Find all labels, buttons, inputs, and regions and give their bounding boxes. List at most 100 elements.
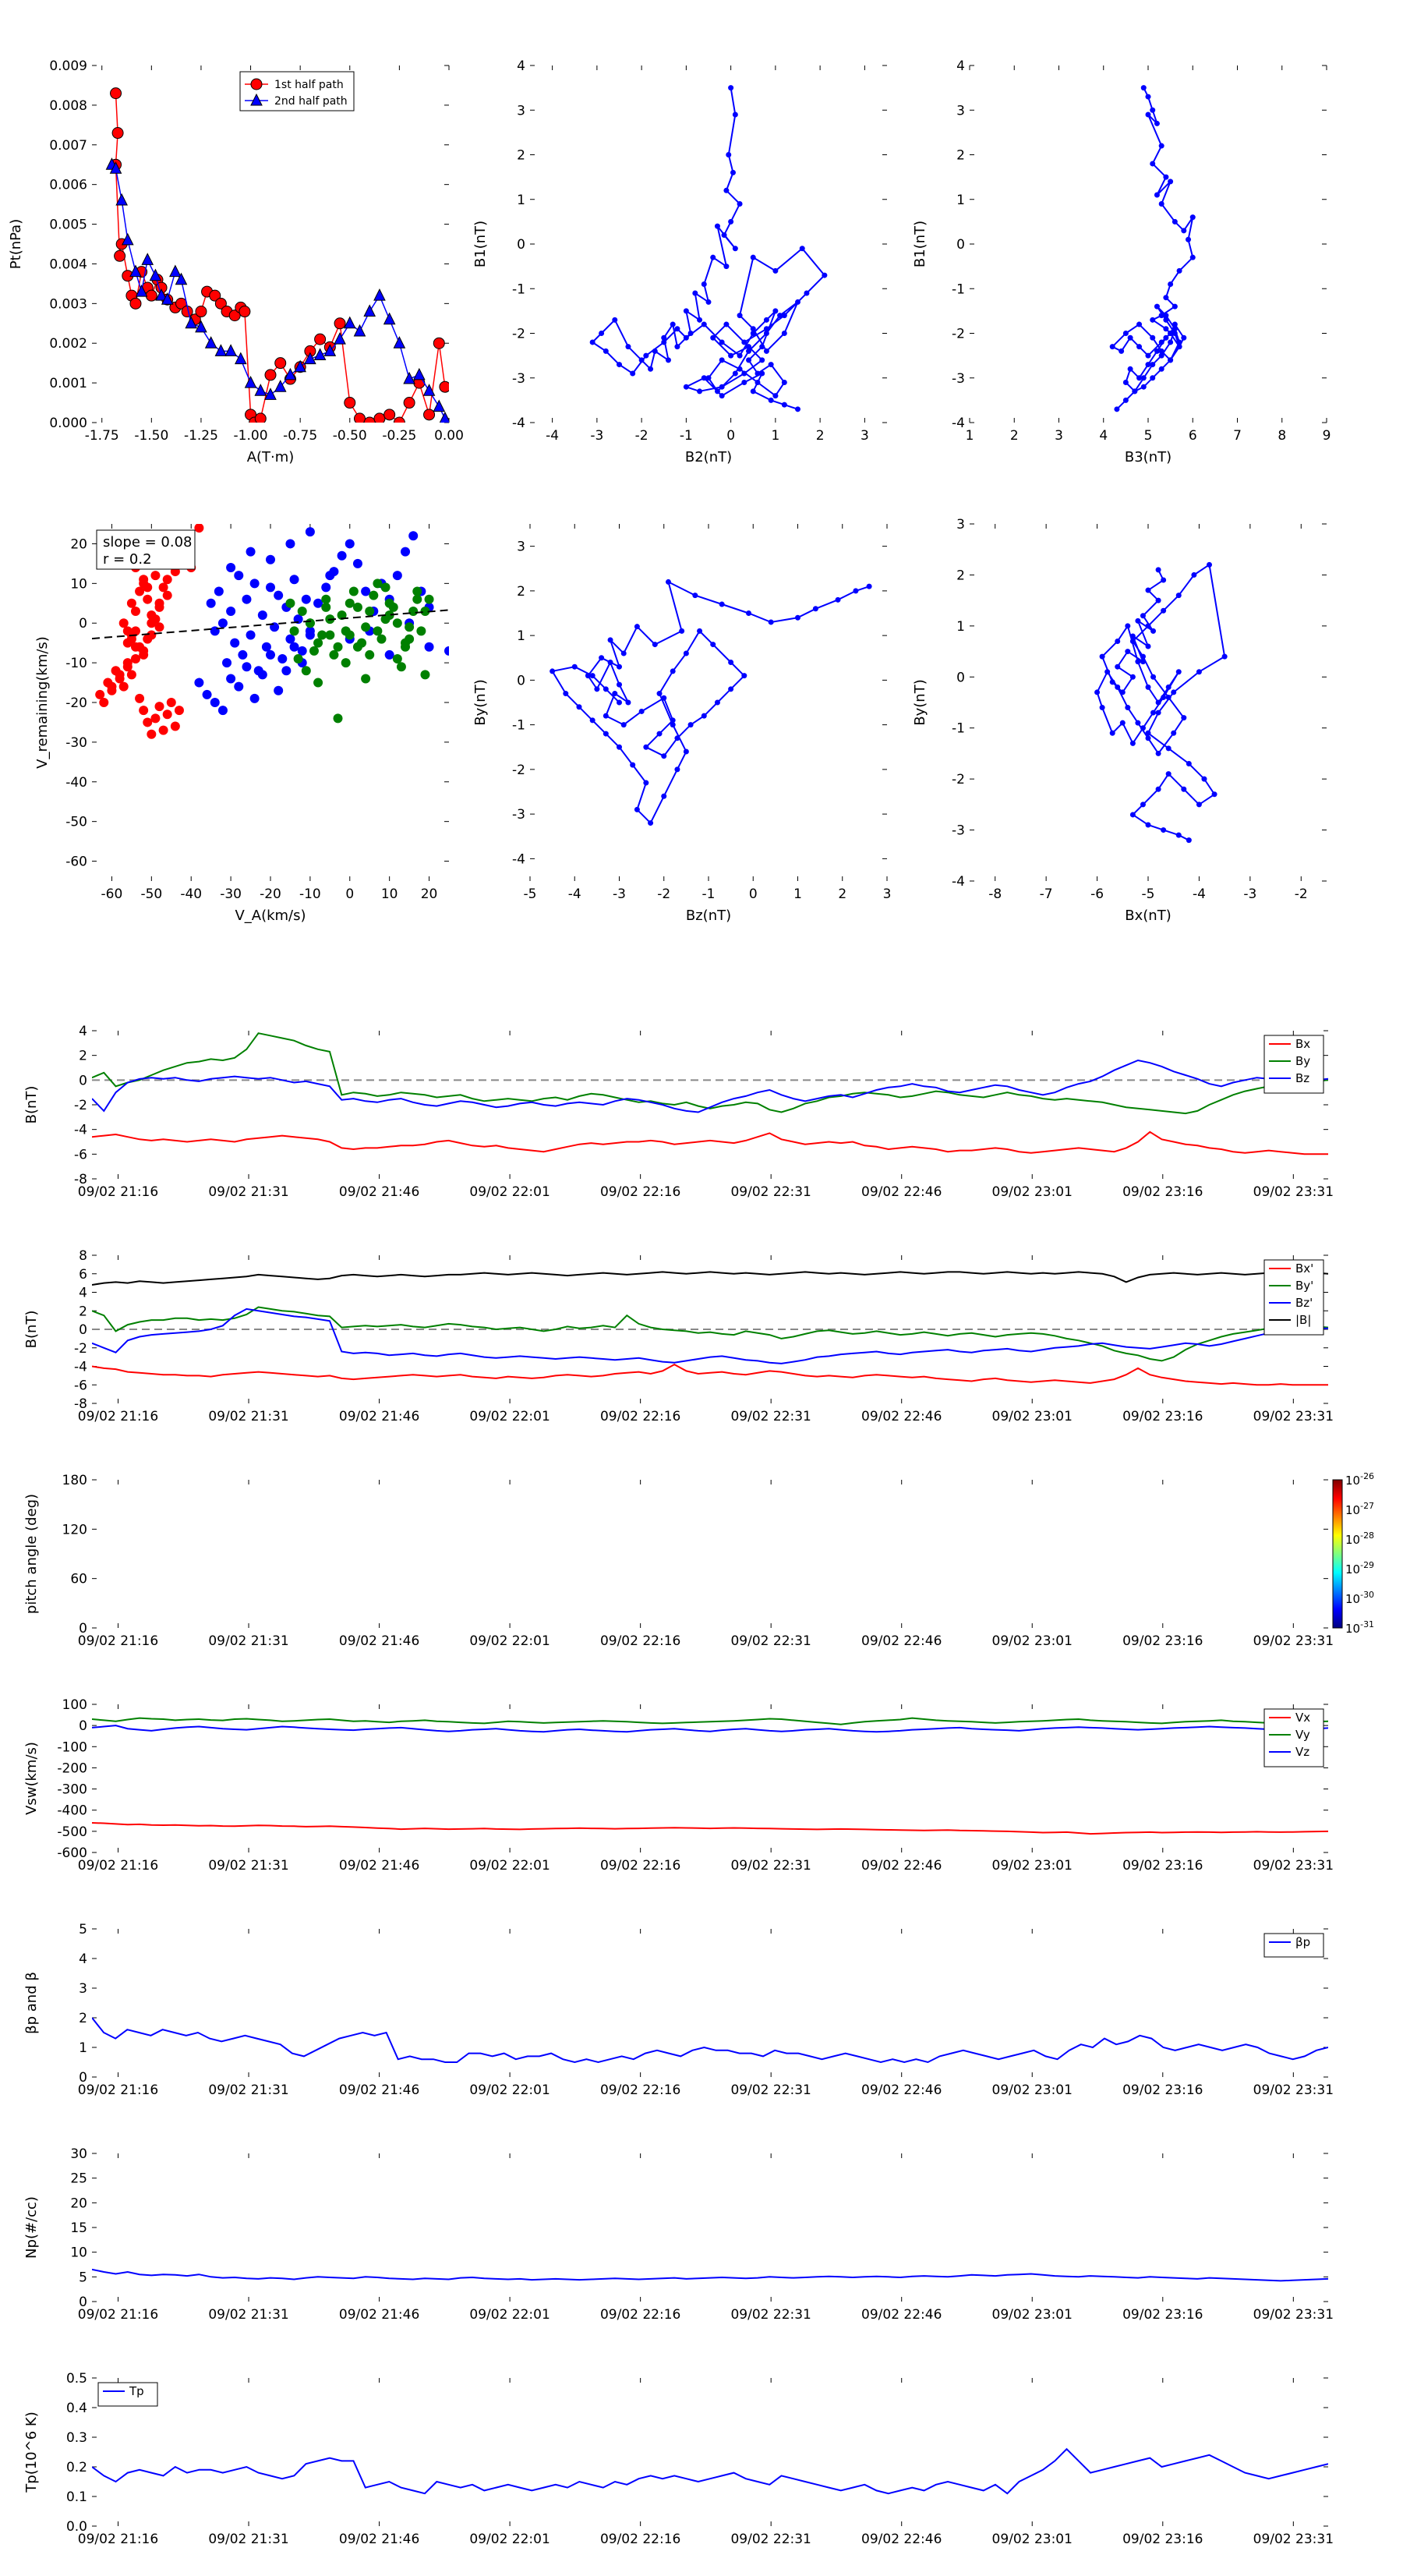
data-point xyxy=(154,702,164,712)
x-tick-label: 09/02 22:01 xyxy=(469,1858,550,1874)
x-tick-label: 0 xyxy=(345,886,354,902)
data-point xyxy=(674,326,680,332)
data-point xyxy=(625,344,631,350)
y-axis-label: B1(nT) xyxy=(472,221,489,267)
x-tick-label: 09/02 21:46 xyxy=(339,2307,419,2323)
data-point xyxy=(1172,331,1178,336)
data-point xyxy=(1181,334,1187,341)
data-point xyxy=(1145,362,1151,368)
x-tick-label: 7 xyxy=(1233,428,1242,444)
data-point xyxy=(141,253,154,265)
colorbar-tick-label: 10-31 xyxy=(1345,1619,1374,1636)
y-tick-label: -3 xyxy=(952,823,965,839)
plot-area xyxy=(1094,561,1228,844)
data-point xyxy=(321,602,331,612)
data-point xyxy=(1136,344,1143,350)
data-point xyxy=(129,264,142,278)
data-point xyxy=(1132,388,1138,395)
data-point xyxy=(728,218,734,225)
data-point xyxy=(1163,334,1169,341)
data-point xyxy=(130,606,140,616)
data-point xyxy=(1175,832,1182,838)
data-point xyxy=(620,650,627,656)
y-tick-label: 1 xyxy=(79,2040,87,2056)
data-point xyxy=(1129,674,1136,680)
data-point xyxy=(732,111,738,118)
y-tick-label: 25 xyxy=(70,2171,87,2187)
data-point xyxy=(1201,776,1207,782)
data-point xyxy=(1172,303,1178,310)
data-point xyxy=(719,601,725,607)
data-point xyxy=(383,409,396,421)
x-tick-label: -5 xyxy=(524,886,537,902)
x-tick-label: 09/02 21:16 xyxy=(78,1184,158,1200)
data-point xyxy=(313,598,323,608)
y-tick-label: 0 xyxy=(956,670,965,685)
y-tick-label: -8 xyxy=(74,1396,87,1412)
data-point xyxy=(1172,218,1178,225)
y-tick-label: 5 xyxy=(79,2270,87,2285)
data-point xyxy=(1140,85,1147,91)
x-tick-label: 09/02 22:31 xyxy=(730,2307,811,2323)
data-point xyxy=(297,646,307,656)
x-tick-label: 9 xyxy=(1323,428,1331,444)
y-tick-label: -4 xyxy=(512,851,525,867)
data-point xyxy=(732,246,738,252)
data-point xyxy=(235,352,247,365)
series-line xyxy=(92,1271,1328,1286)
data-point xyxy=(266,649,275,660)
x-tick-label: 09/02 21:16 xyxy=(78,2082,158,2098)
data-point xyxy=(1145,111,1151,118)
y-tick-label: 3 xyxy=(956,103,965,119)
y-tick-label: 0 xyxy=(79,2070,87,2086)
data-point xyxy=(1168,331,1174,336)
x-tick-label: 09/02 21:16 xyxy=(78,2532,158,2547)
chart-panel-3: -60 -50 -40 -30 -20 -10 0 10 20 -60 -50 -40 -30 -20 -1… xyxy=(34,524,449,924)
data-point xyxy=(719,384,725,390)
data-point xyxy=(1163,313,1169,319)
legend-box xyxy=(1263,1035,1324,1094)
data-point xyxy=(420,670,430,680)
data-point xyxy=(1186,236,1192,242)
data-point xyxy=(194,524,204,533)
chart-panel-2: -4 -3 -2 -1 0 1 2 3 4 1 2 3 4 5 6 7 8 9 B3(nT) B1(nT) xyxy=(912,58,1331,465)
data-point xyxy=(1168,357,1174,363)
y-axis-label: Np(#/cc) xyxy=(23,2196,40,2259)
data-point xyxy=(746,610,752,616)
data-point xyxy=(701,713,707,719)
x-tick-label: 09/02 22:16 xyxy=(600,2307,680,2323)
data-point xyxy=(737,366,743,372)
data-point xyxy=(617,744,622,750)
data-point xyxy=(1189,214,1196,221)
y-tick-label: 0.008 xyxy=(49,98,87,114)
data-point xyxy=(115,670,125,680)
x-tick-label: -3 xyxy=(613,886,626,902)
chart-panel-4: -4 -3 -2 -1 0 1 2 3 -5 -4 -3 -2 -1 0 1 2 3 Bz(nT) By(nT) xyxy=(472,524,891,924)
x-tick-label: 1 xyxy=(793,886,802,902)
data-point xyxy=(1145,735,1151,741)
data-point xyxy=(257,610,267,621)
x-tick-label: 09/02 23:31 xyxy=(1253,1633,1334,1649)
data-point xyxy=(652,642,658,648)
x-tick-label: 09/02 23:16 xyxy=(1122,1409,1203,1424)
data-point xyxy=(166,698,176,707)
data-point xyxy=(714,388,720,395)
data-point xyxy=(750,254,756,260)
data-point xyxy=(1115,638,1121,644)
data-point xyxy=(145,289,157,302)
y-tick-label: 3 xyxy=(79,1981,87,1997)
y-tick-label: 0.000 xyxy=(49,416,87,431)
data-point xyxy=(730,169,736,175)
data-point xyxy=(1145,352,1151,359)
data-point xyxy=(1191,571,1197,578)
data-point xyxy=(835,596,841,603)
plot-area xyxy=(92,1717,1328,1835)
data-point xyxy=(363,416,376,423)
data-point xyxy=(697,317,703,323)
y-tick-label: 0 xyxy=(79,2295,87,2310)
x-tick-label: -10 xyxy=(299,886,321,902)
data-point xyxy=(109,161,122,174)
x-tick-label: 09/02 21:16 xyxy=(78,1409,158,1424)
data-point xyxy=(373,579,383,589)
plot-background xyxy=(530,524,887,881)
